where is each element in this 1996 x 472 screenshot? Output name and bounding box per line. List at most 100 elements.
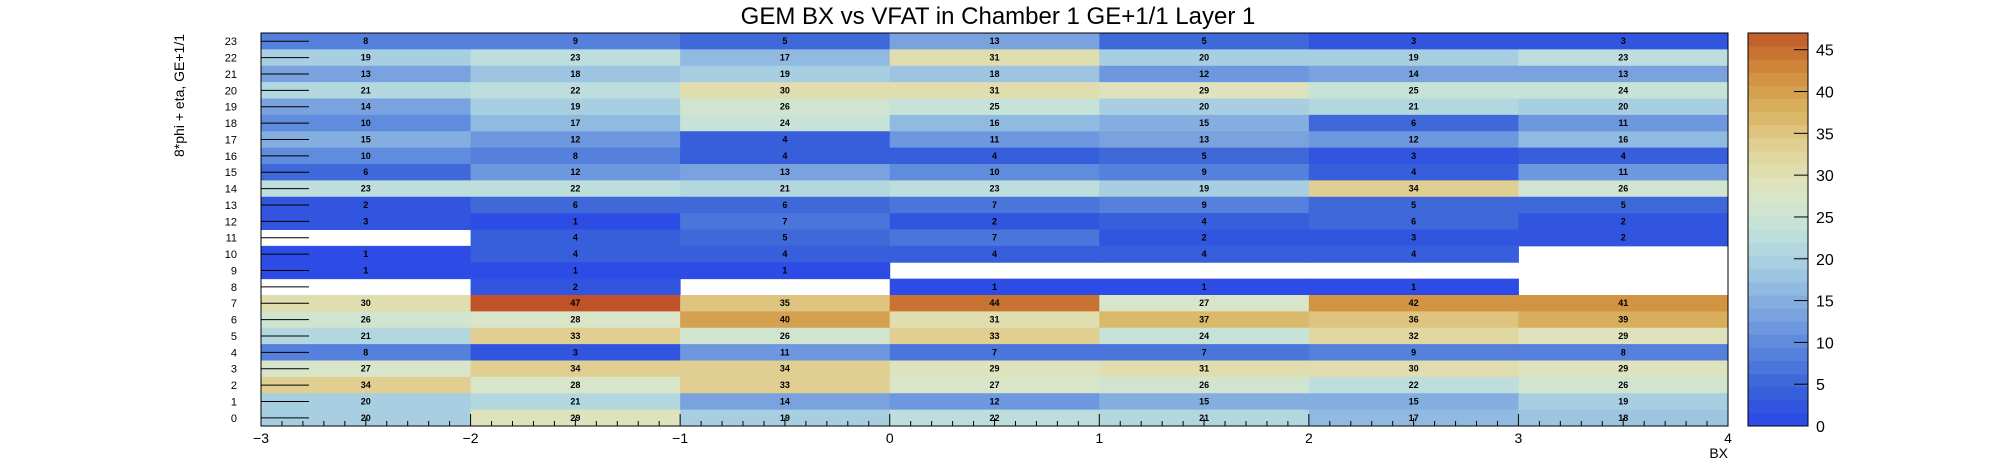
heatmap-cell bbox=[1518, 131, 1729, 149]
palette-band bbox=[1748, 229, 1808, 244]
palette-band bbox=[1748, 255, 1808, 270]
heatmap-cell bbox=[889, 344, 1100, 361]
heatmap-cell bbox=[261, 180, 472, 198]
cell-value-label: 5 bbox=[1202, 36, 1207, 46]
heatmap-cell bbox=[1308, 33, 1519, 50]
y-tick-label: 5 bbox=[231, 331, 237, 343]
cell-value-label: 2 bbox=[1621, 216, 1626, 226]
cell-value-label: 26 bbox=[1199, 380, 1209, 390]
heatmap-cell bbox=[470, 311, 681, 329]
cell-value-label: 14 bbox=[780, 396, 790, 406]
cell-value-label: 11 bbox=[990, 134, 1000, 144]
heatmap-cell bbox=[1518, 229, 1729, 247]
palette-band bbox=[1748, 59, 1808, 73]
cell-value-label: 26 bbox=[780, 331, 790, 341]
heatmap-cell bbox=[1099, 213, 1310, 230]
cell-value-label: 16 bbox=[1618, 134, 1628, 144]
heatmap-cell bbox=[889, 311, 1100, 329]
heatmap-cell bbox=[1518, 344, 1729, 361]
heatmap-cell bbox=[680, 311, 891, 329]
x-tick-label: 1 bbox=[1095, 430, 1103, 446]
x-tick-label: 0 bbox=[886, 430, 894, 446]
cell-value-label: 12 bbox=[570, 167, 580, 177]
heatmap-cell bbox=[1518, 49, 1729, 67]
heatmap-cell bbox=[470, 229, 681, 247]
heatmap-cell bbox=[889, 376, 1100, 394]
cell-value-label: 37 bbox=[1199, 315, 1209, 325]
cell-value-label: 13 bbox=[1618, 69, 1628, 79]
palette-tick-label: 45 bbox=[1816, 43, 1834, 60]
cell-value-label: 22 bbox=[989, 413, 999, 423]
heatmap-cell bbox=[1518, 213, 1729, 230]
palette-band bbox=[1748, 268, 1808, 283]
cell-value-label: 33 bbox=[780, 380, 790, 390]
heatmap-cell bbox=[680, 376, 891, 394]
heatmap-cell bbox=[1099, 327, 1310, 345]
heatmap-cells bbox=[261, 33, 1729, 427]
cell-value-label: 9 bbox=[573, 36, 578, 46]
heatmap-cell bbox=[680, 213, 891, 230]
cell-value-label: 15 bbox=[361, 134, 371, 144]
heatmap-cell bbox=[1308, 196, 1519, 214]
cell-value-label: 31 bbox=[1199, 364, 1209, 374]
cell-value-label: 32 bbox=[1409, 331, 1419, 341]
heatmap-cell bbox=[1308, 213, 1519, 230]
heatmap-cell bbox=[680, 344, 891, 361]
y-axis-title: 8*phi + eta, GE+1/1 bbox=[171, 34, 187, 157]
cell-value-label: 18 bbox=[989, 69, 999, 79]
palette-frame bbox=[1747, 32, 1809, 427]
x-tick-label: 3 bbox=[1515, 430, 1523, 446]
heatmap-cell bbox=[1308, 311, 1519, 329]
heatmap-cell bbox=[261, 98, 472, 116]
heatmap-cell bbox=[470, 295, 681, 312]
palette-band bbox=[1748, 334, 1808, 348]
heatmap-cell bbox=[1099, 164, 1310, 181]
heatmap-cell bbox=[680, 229, 891, 247]
palette-band bbox=[1748, 412, 1808, 427]
palette-band bbox=[1748, 137, 1808, 152]
heatmap-cell bbox=[1099, 65, 1310, 83]
cell-value-label: 29 bbox=[989, 364, 999, 374]
cell-value-label: 3 bbox=[1621, 36, 1626, 46]
heatmap-cell bbox=[1099, 245, 1310, 263]
cell-value-label: 35 bbox=[780, 298, 790, 308]
palette-band bbox=[1748, 111, 1808, 126]
heatmap-cell bbox=[470, 376, 681, 394]
y-tick-label: 21 bbox=[225, 69, 237, 81]
palette-band bbox=[1748, 360, 1808, 375]
heatmap-cell bbox=[680, 180, 891, 198]
heatmap-cell bbox=[1308, 229, 1519, 247]
cell-value-label: 4 bbox=[573, 233, 578, 243]
cell-value-label: 21 bbox=[1199, 413, 1209, 423]
heatmap-cell bbox=[680, 114, 891, 132]
heatmap-cell bbox=[1099, 33, 1310, 50]
cell-value-label: 30 bbox=[1409, 364, 1419, 374]
palette-band bbox=[1748, 321, 1808, 335]
y-tick-label: 8 bbox=[231, 282, 237, 294]
heatmap-cell bbox=[889, 180, 1100, 198]
cell-value-label: 5 bbox=[1411, 200, 1416, 210]
heatmap-cell bbox=[1518, 311, 1729, 329]
heatmap-cell bbox=[261, 82, 472, 99]
cell-value-label: 24 bbox=[1618, 85, 1628, 95]
cell-value-label: 44 bbox=[989, 298, 999, 308]
heatmap-cell bbox=[1518, 327, 1729, 345]
heatmap-cell bbox=[261, 327, 472, 345]
x-tick-label: 4 bbox=[1724, 430, 1732, 446]
cell-value-label: 23 bbox=[570, 53, 580, 63]
cell-value-label: 24 bbox=[1199, 331, 1209, 341]
heatmap-cell bbox=[1518, 393, 1729, 411]
cell-value-label: 12 bbox=[1409, 134, 1419, 144]
cell-value-label: 10 bbox=[361, 151, 371, 161]
cell-value-label: 12 bbox=[1199, 69, 1209, 79]
heatmap-cell bbox=[1308, 164, 1519, 181]
heatmap-cell bbox=[1099, 376, 1310, 394]
cell-value-label: 19 bbox=[1199, 184, 1209, 194]
y-tick-label: 16 bbox=[225, 151, 237, 163]
heatmap-cell bbox=[1099, 131, 1310, 149]
heatmap-cell bbox=[1518, 376, 1729, 394]
cell-value-label: 2 bbox=[1621, 233, 1626, 243]
cell-value-label: 4 bbox=[1411, 249, 1416, 259]
cell-value-label: 40 bbox=[780, 315, 790, 325]
heatmap-cell bbox=[889, 229, 1100, 247]
